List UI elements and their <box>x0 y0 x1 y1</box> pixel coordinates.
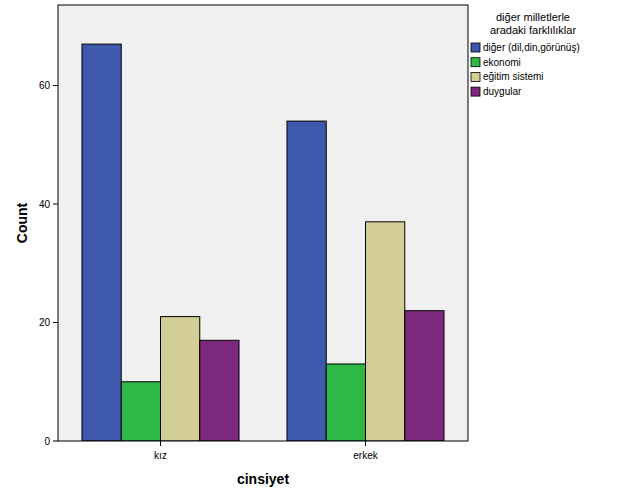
legend-label: duygular <box>483 86 522 97</box>
bar <box>405 311 444 441</box>
bars <box>82 44 444 441</box>
x-tick-label: kız <box>154 450 167 461</box>
y-tick-label: 0 <box>44 436 50 447</box>
plot-frame <box>58 5 468 441</box>
x-axis-label: cinsiyet <box>237 471 289 487</box>
bar <box>287 121 326 441</box>
legend-title: aradaki farklılıklar <box>490 24 577 36</box>
legend-label: diğer (dil,din,görünüş) <box>483 42 580 53</box>
bar <box>161 317 200 441</box>
y-tick-label: 60 <box>39 80 51 91</box>
legend-swatch <box>471 43 480 52</box>
y-tick <box>53 322 58 323</box>
plot-background <box>58 5 468 441</box>
legend-swatch <box>471 87 480 96</box>
bar <box>366 222 405 441</box>
legend-label: eğitim sistemi <box>483 71 544 82</box>
x-tick-label: erkek <box>353 450 378 461</box>
bar <box>200 340 239 441</box>
y-tick-label: 40 <box>39 199 51 210</box>
x-tick <box>365 441 366 446</box>
legend-swatch <box>471 72 480 81</box>
legend-label: ekonomi <box>483 57 521 68</box>
legend-swatch <box>471 58 480 67</box>
y-tick <box>53 441 58 442</box>
y-axis-label: Count <box>14 202 30 243</box>
y-tick <box>53 204 58 205</box>
y-tick-label: 20 <box>39 317 51 328</box>
bar <box>326 364 365 441</box>
legend-title: diğer milletlerle <box>496 11 570 23</box>
bar <box>121 382 160 441</box>
y-tick <box>53 85 58 86</box>
bar <box>82 44 121 441</box>
chart: 0 20 40 60 kız erkek cinsiyet Count diğer millet… <box>0 0 626 501</box>
x-tick <box>160 441 161 446</box>
